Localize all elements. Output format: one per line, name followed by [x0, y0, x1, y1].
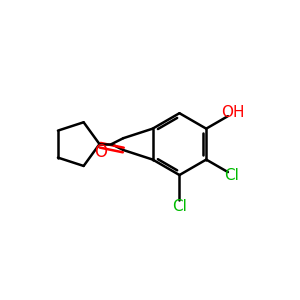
Text: OH: OH	[221, 105, 245, 120]
Text: O: O	[94, 143, 107, 161]
Text: Cl: Cl	[172, 199, 187, 214]
Text: Cl: Cl	[224, 168, 239, 183]
